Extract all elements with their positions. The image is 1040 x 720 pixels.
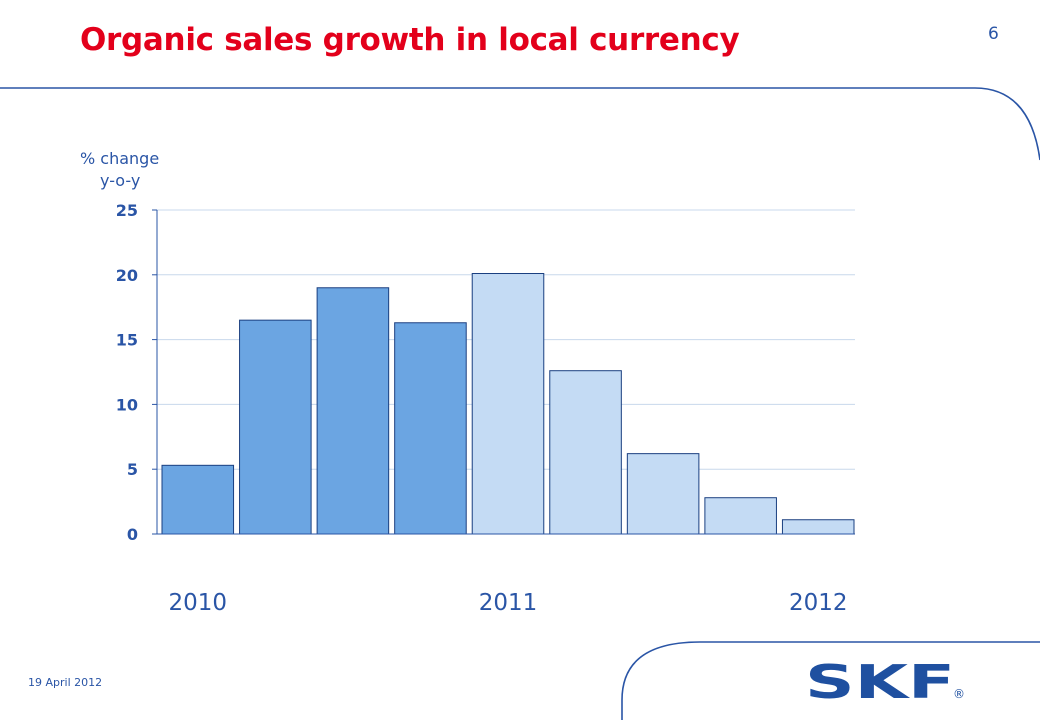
- y-tick-label: 0: [127, 525, 138, 544]
- year-label-2010: 2010: [169, 590, 228, 616]
- bar-5: [471, 273, 545, 535]
- y-tick-label: 20: [116, 266, 138, 285]
- bar-1: [161, 464, 235, 535]
- bar-9: [781, 519, 855, 535]
- bar-3: [316, 287, 390, 535]
- bar-4: [394, 322, 467, 535]
- bar-8: [704, 497, 777, 535]
- registered-mark: ®: [953, 687, 965, 701]
- year-labels: 2010 2011 2012: [169, 590, 848, 616]
- y-tick-label: 15: [116, 331, 138, 350]
- y-tick-label: 10: [116, 395, 138, 414]
- y-tick-label: 25: [116, 201, 138, 220]
- bar-6: [549, 370, 622, 535]
- bar-2: [239, 319, 312, 535]
- year-label-2012: 2012: [789, 590, 848, 616]
- skf-logo-text: SKF: [805, 662, 955, 704]
- year-label-2011: 2011: [479, 590, 538, 616]
- skf-logo: SKF ®: [805, 662, 965, 704]
- y-axis-label-line-2: y-o-y: [100, 171, 140, 190]
- y-tick-labels: 0 5 10 15 20 25: [116, 201, 157, 544]
- bar-7: [626, 453, 700, 535]
- footer-date: 19 April 2012: [28, 676, 103, 689]
- bars: [161, 273, 855, 535]
- page-title: Organic sales growth in local currency: [80, 22, 740, 58]
- page-number: 6: [988, 24, 999, 44]
- y-axis-label-line-1: % change: [80, 149, 159, 168]
- y-tick-label: 5: [127, 460, 138, 479]
